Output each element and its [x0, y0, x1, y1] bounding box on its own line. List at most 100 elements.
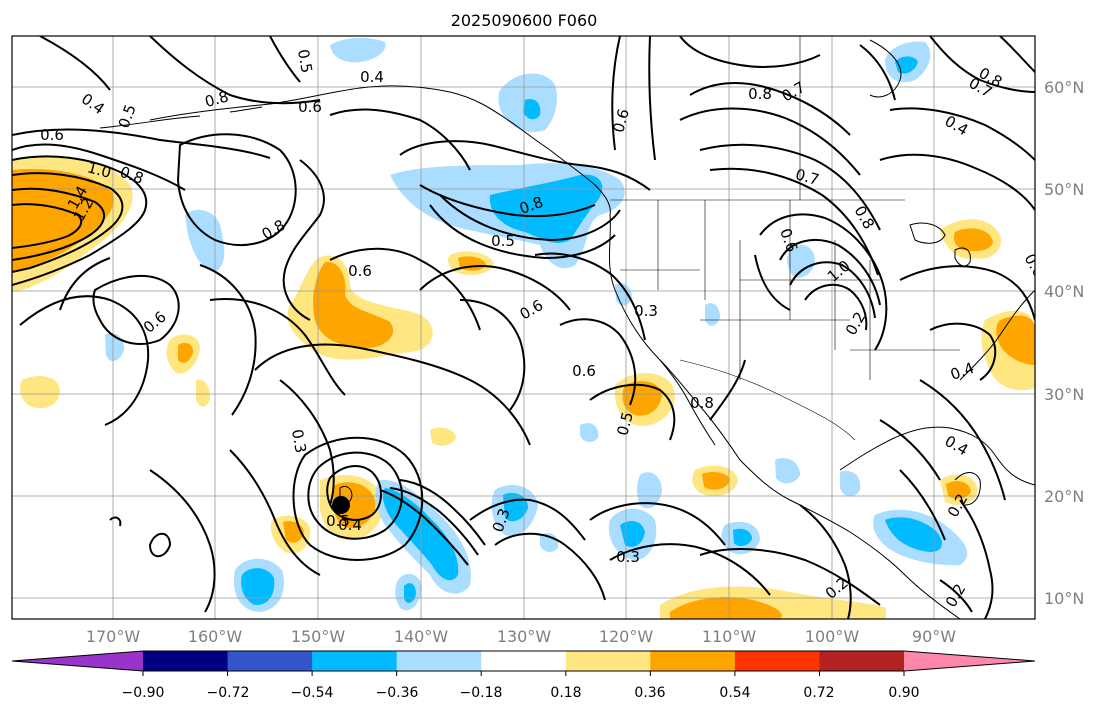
- shade-lightblue-c9: [637, 472, 662, 509]
- shade-orange-east: [953, 228, 993, 252]
- contour-label: 0.6: [40, 126, 64, 144]
- colorbar-segment: [312, 651, 398, 671]
- colorbar-segment: [227, 651, 313, 671]
- colorbar-tick-label: −0.18: [460, 685, 503, 701]
- colorbar-tick-label: −0.90: [122, 685, 165, 701]
- lon-label: 130°W: [497, 627, 552, 646]
- contour-label: 0.6: [609, 107, 633, 135]
- contour-label: 1.0: [85, 158, 113, 182]
- baja-peninsula: [659, 359, 716, 446]
- shade-lightblue-north: [330, 37, 386, 63]
- yucatan: [954, 472, 981, 506]
- shade-orange-se: [996, 315, 1035, 365]
- contour-label: 0.4: [360, 68, 384, 86]
- na-west-coast: [608, 214, 961, 619]
- contour-label: 0.6: [298, 98, 322, 116]
- shade-blue-alaska: [523, 98, 541, 120]
- colorbar-tick-labels: −0.90 −0.72 −0.54 −0.36 −0.18 0.18 0.36 …: [122, 685, 920, 701]
- us-east-coast: [959, 289, 1035, 381]
- colorbar-segments: [12, 651, 1035, 671]
- contour-label: 0.5: [613, 410, 637, 438]
- colorbar-tick-label: 0.36: [634, 685, 665, 701]
- shade-orange-small5: [178, 342, 194, 363]
- lon-label: 100°W: [805, 627, 860, 646]
- colorbar-segment: [396, 651, 482, 671]
- colorbar-extend-max: [904, 651, 1035, 671]
- shade-lightblue-c6: [787, 244, 815, 278]
- contour-label: 0.5: [326, 512, 350, 530]
- map-frame: [11, 35, 1036, 620]
- shade-yellow-small4: [20, 376, 60, 409]
- lon-label: 120°W: [599, 627, 654, 646]
- shade-lightblue-c10: [775, 458, 800, 484]
- contour-labels: 0.4 0.5 0.5 0.4 0.8 0.6 0.6 1.0 0.8 1.2 …: [40, 48, 1035, 611]
- shade-orange-baja: [622, 381, 662, 416]
- shade-orange-small2: [702, 472, 730, 490]
- contour-label: 0.6: [572, 362, 596, 380]
- hudson-bay: [869, 39, 902, 98]
- contour-label: 0.3: [616, 548, 640, 566]
- shade-orange-small6: [946, 481, 971, 499]
- contour-label: 0.3: [634, 302, 658, 320]
- shade-blue-c4: [885, 517, 942, 552]
- contour-label: 0.3: [288, 428, 310, 455]
- colorbar-tick-label: −0.36: [376, 685, 419, 701]
- lat-label: 20°N: [1044, 487, 1084, 506]
- colorbar-ticks: [142, 671, 905, 676]
- shade-blue-c1: [241, 568, 275, 606]
- colorbar-segment: [143, 651, 229, 671]
- contour-label: 0.7: [793, 165, 821, 189]
- shade-lightblue-c16: [840, 470, 861, 497]
- lat-label: 10°N: [1044, 589, 1084, 608]
- storm-center-marker: [332, 496, 350, 514]
- map-title: 2025090600 F060: [451, 11, 598, 30]
- contours: [12, 36, 1035, 619]
- shade-blue-c7: [733, 528, 752, 547]
- contour-label: 0.8: [203, 87, 231, 111]
- contour-label: 0.5: [491, 232, 515, 250]
- lon-label: 160°W: [188, 627, 243, 646]
- contour-label: 0.4: [338, 516, 362, 534]
- lon-label: 90°W: [912, 627, 956, 646]
- lat-label: 30°N: [1044, 385, 1084, 404]
- shade-orange-midpac: [313, 261, 394, 349]
- shade-orange-west: [12, 169, 114, 272]
- gulf-of-mexico-coast: [839, 426, 1035, 486]
- shade-blue-tc: [382, 488, 459, 581]
- shade-yellow-small7: [430, 427, 456, 446]
- colorbar-tick-label: 0.90: [888, 685, 919, 701]
- colorbar-tick-label: 0.18: [550, 685, 581, 701]
- colorbar-tick-label: 0.72: [803, 685, 834, 701]
- colorbar-segment: [565, 651, 651, 671]
- contour-label: 0.8: [748, 85, 772, 103]
- shade-blue-gulf: [489, 174, 603, 243]
- shading-positive: [12, 156, 1035, 619]
- contour-label: 0.8: [690, 394, 714, 412]
- lon-labels: 170°W 160°W 150°W 140°W 130°W 120°W 110°…: [86, 627, 956, 646]
- lat-label: 40°N: [1044, 282, 1084, 301]
- colorbar-tick-label: −0.54: [291, 685, 334, 701]
- colorbar-tick-label: −0.72: [207, 685, 250, 701]
- shade-lightblue-c14: [580, 423, 599, 442]
- shade-orange-south: [670, 597, 782, 619]
- lat-label: 60°N: [1044, 78, 1084, 97]
- lat-label: 50°N: [1044, 180, 1084, 199]
- coastlines: [99, 39, 1035, 619]
- colorbar-extend-min: [12, 651, 143, 671]
- great-lakes: [909, 222, 971, 267]
- lon-label: 150°W: [291, 627, 346, 646]
- colorbar-tick-label: 0.54: [719, 685, 750, 701]
- colorbar-segment: [819, 651, 905, 671]
- colorbar-segment: [734, 651, 820, 671]
- shade-yellow-small8: [196, 379, 210, 407]
- alaska-coast: [149, 85, 611, 216]
- shading-negative: [105, 37, 968, 612]
- colorbar-segment: [481, 651, 567, 671]
- lon-label: 110°W: [702, 627, 757, 646]
- contour-label: 0.5: [294, 48, 316, 75]
- colorbar-segment: [650, 651, 736, 671]
- lon-label: 170°W: [86, 627, 141, 646]
- lat-labels: 60°N 50°N 40°N 30°N 20°N 10°N: [1044, 78, 1084, 608]
- colorbar: −0.90 −0.72 −0.54 −0.36 −0.18 0.18 0.36 …: [11, 650, 1036, 701]
